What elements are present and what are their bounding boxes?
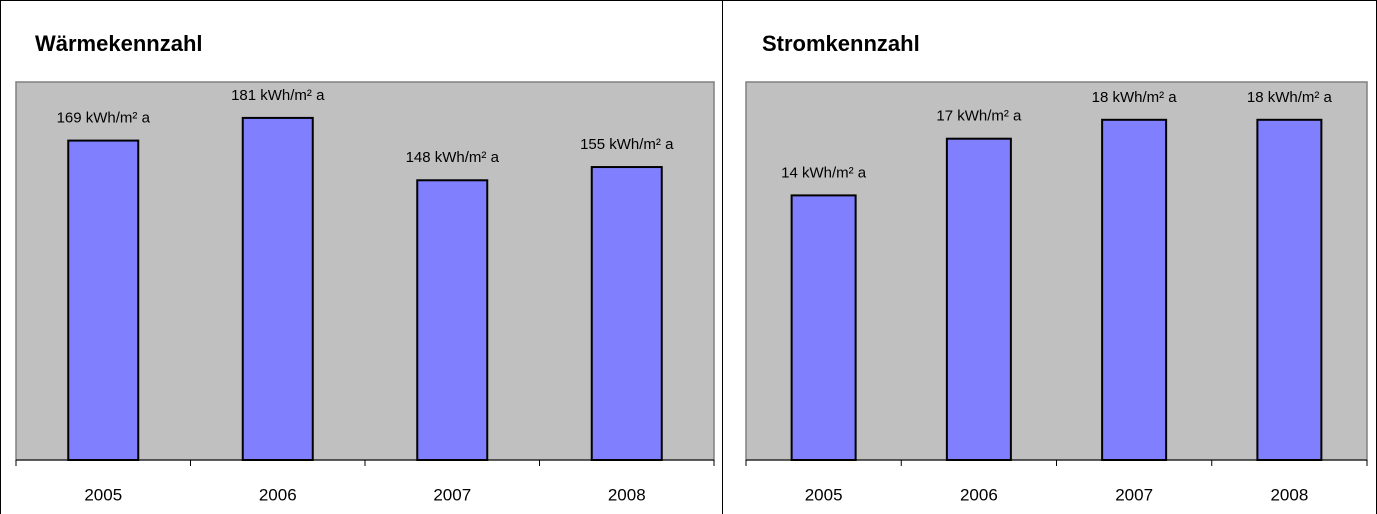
bar <box>945 137 1012 461</box>
x-tick-label: 2008 <box>608 485 646 504</box>
value-label: 17 kWh/m² a <box>936 108 1022 125</box>
x-tick-label: 2007 <box>1115 485 1153 504</box>
x-tick-label: 2008 <box>1270 485 1308 504</box>
x-tick-label: 2006 <box>259 485 297 504</box>
x-tick-label: 2005 <box>805 485 843 504</box>
bar <box>590 166 663 462</box>
x-tick-label: 2006 <box>960 485 998 504</box>
bar <box>1101 118 1168 462</box>
value-label: 155 kWh/m² a <box>580 136 674 153</box>
value-label: 169 kWh/m² a <box>57 110 151 127</box>
chart-title: Stromkennzahl <box>762 31 920 56</box>
x-tick-label: 2005 <box>84 485 122 504</box>
bar <box>67 139 140 461</box>
bar <box>416 179 489 461</box>
bar <box>1256 118 1323 462</box>
value-label: 14 kWh/m² a <box>781 164 867 181</box>
value-label: 18 kWh/m² a <box>1247 89 1333 106</box>
value-label: 18 kWh/m² a <box>1092 89 1178 106</box>
bar <box>790 194 857 461</box>
value-label: 181 kWh/m² a <box>231 87 325 104</box>
value-label: 148 kWh/m² a <box>406 149 500 166</box>
chart-title: Wärmekennzahl <box>35 31 203 56</box>
x-tick-label: 2007 <box>433 485 471 504</box>
bar <box>241 116 314 461</box>
